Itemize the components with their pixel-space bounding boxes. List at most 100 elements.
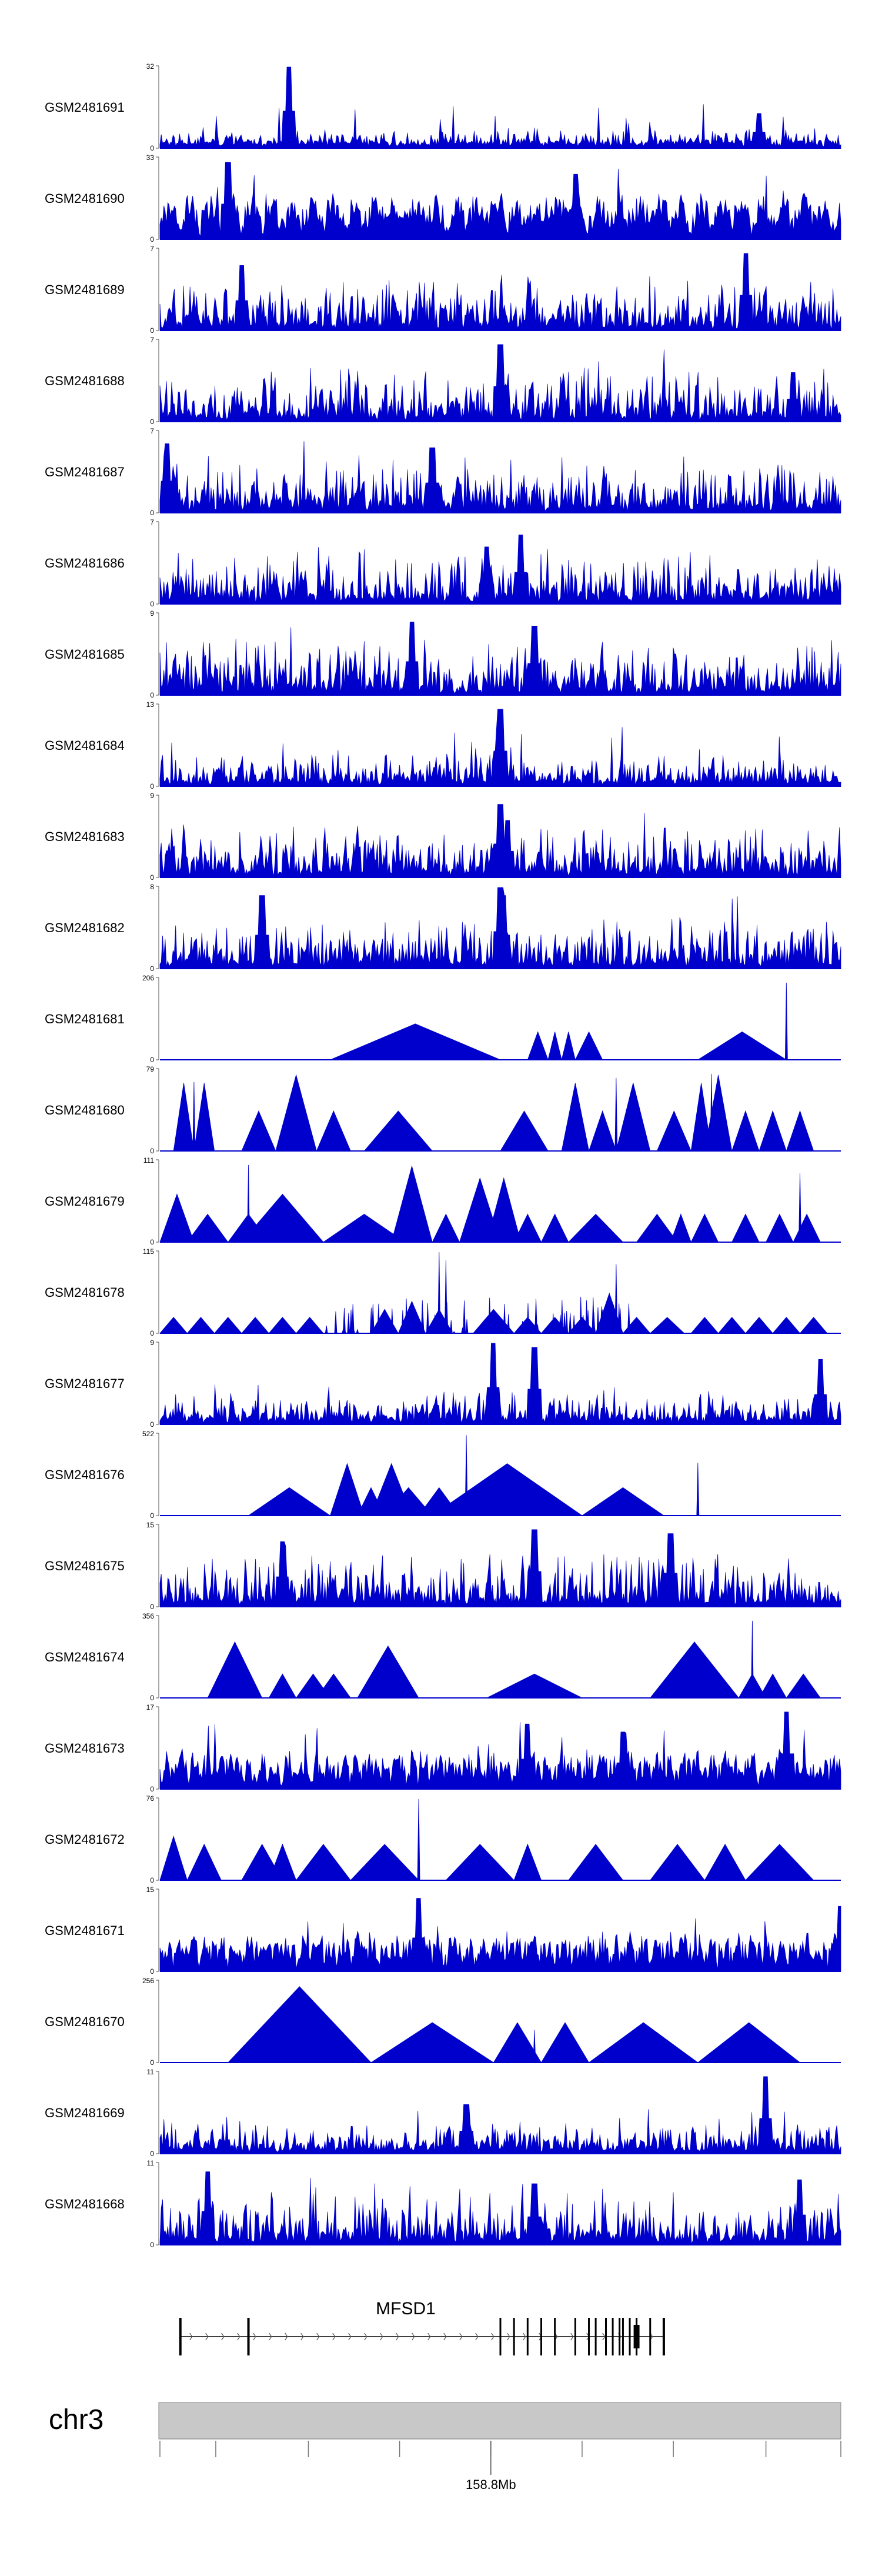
y-min-label: 0 — [150, 2150, 154, 2158]
gene-exon — [662, 2318, 665, 2355]
strand-arrow — [396, 2333, 399, 2341]
track-GSM2481682: GSM2481682 8 0 — [45, 883, 841, 973]
gene-exon — [499, 2318, 502, 2355]
y-min-label: 0 — [150, 873, 154, 882]
sample-label: GSM2481674 — [45, 1650, 125, 1664]
chromosome-band — [158, 2402, 841, 2440]
track-GSM2481668: GSM2481668 11 0 — [45, 2159, 841, 2249]
y-min-label: 0 — [150, 1876, 154, 1884]
y-min-label: 0 — [150, 418, 154, 426]
gene-exon — [526, 2318, 529, 2355]
y-min-label: 0 — [150, 2241, 154, 2249]
sample-label: GSM2481669 — [45, 2105, 125, 2120]
y-min-label: 0 — [150, 1967, 154, 1976]
y-max-label: 115 — [143, 1247, 154, 1256]
gene-exon — [622, 2318, 624, 2355]
coverage-area — [173, 1073, 814, 1152]
y-max-label: 356 — [142, 1612, 154, 1620]
sample-label: GSM2481683 — [45, 829, 125, 844]
y-max-label: 522 — [142, 1430, 154, 1438]
y-min-label: 0 — [150, 1147, 154, 1155]
y-max-label: 79 — [146, 1065, 155, 1073]
coverage-area — [159, 1252, 828, 1334]
y-min-label: 0 — [150, 2058, 154, 2067]
track-GSM2481687: GSM2481687 7 0 — [45, 427, 841, 517]
y-min-label: 0 — [150, 326, 154, 335]
sample-label: GSM2481687 — [45, 465, 125, 479]
strand-arrow — [491, 2333, 495, 2341]
strand-arrow — [269, 2333, 272, 2341]
y-max-label: 7 — [150, 245, 154, 253]
coverage-area — [159, 1798, 814, 1881]
y-max-label: 256 — [142, 1977, 154, 1985]
coverage-tracks: GSM2481691320GSM2481690330GSM248168970GS… — [45, 62, 841, 2249]
sample-label: GSM2481686 — [45, 556, 125, 570]
coverage-area — [159, 162, 841, 240]
y-min-label: 0 — [150, 1329, 154, 1337]
coverage-area — [159, 709, 841, 787]
coverage-area — [159, 1529, 841, 1607]
sample-label: GSM2481677 — [45, 1376, 125, 1391]
coverage-area — [159, 441, 841, 513]
gene-exon — [513, 2318, 515, 2355]
gene-exon — [629, 2318, 631, 2355]
track-GSM2481673: GSM2481673 17 0 — [45, 1703, 841, 1793]
y-min-label: 0 — [150, 509, 154, 517]
strand-arrow — [427, 2333, 431, 2341]
y-min-label: 0 — [150, 1785, 154, 1793]
chromosome-ideogram: chr3 158.8Mb — [49, 2402, 841, 2492]
strand-arrow — [300, 2333, 304, 2341]
y-max-label: 206 — [142, 974, 154, 982]
sample-label: GSM2481690 — [45, 191, 125, 206]
coverage-area — [159, 535, 841, 605]
coverage-area — [207, 1620, 821, 1699]
y-max-label: 33 — [146, 154, 155, 162]
sample-label: GSM2481668 — [45, 2197, 125, 2211]
track-GSM2481680: GSM2481680 79 0 — [45, 1065, 841, 1155]
strand-arrow — [332, 2333, 336, 2341]
coverage-area — [159, 1343, 841, 1425]
gene-exon — [540, 2318, 542, 2355]
track-GSM2481685: GSM2481685 9 0 — [45, 609, 841, 699]
track-GSM2481669: GSM2481669 11 0 — [45, 2068, 841, 2158]
y-min-label: 0 — [150, 1603, 154, 1611]
y-max-label: 15 — [146, 1886, 155, 1894]
strand-arrow — [348, 2333, 352, 2341]
chromosome-name-label: chr3 — [49, 2404, 103, 2435]
y-max-label: 13 — [146, 700, 155, 709]
sample-label: GSM2481671 — [45, 1923, 125, 1938]
coverage-area — [159, 2076, 841, 2154]
sample-label: GSM2481681 — [45, 1012, 125, 1026]
y-min-label: 0 — [150, 144, 154, 152]
gene-track: MFSD1 — [179, 2299, 665, 2355]
sample-label: GSM2481680 — [45, 1103, 125, 1117]
coverage-area — [330, 982, 788, 1060]
y-max-label: 76 — [146, 1794, 155, 1803]
coverage-area — [159, 344, 841, 422]
y-max-label: 7 — [150, 336, 154, 344]
gene-exon — [604, 2318, 607, 2355]
gene-exon — [619, 2318, 621, 2355]
gene-exon — [554, 2318, 556, 2355]
coverage-area — [159, 804, 841, 878]
gene-exon — [594, 2318, 597, 2355]
sample-label: GSM2481672 — [45, 1832, 125, 1847]
coverage-area — [159, 622, 841, 696]
sample-label: GSM2481679 — [45, 1194, 125, 1209]
y-min-label: 0 — [150, 1238, 154, 1246]
gene-exon — [649, 2318, 652, 2355]
strand-arrow — [475, 2333, 479, 2341]
y-max-label: 9 — [150, 792, 154, 800]
y-max-label: 11 — [147, 2068, 155, 2076]
y-max-label: 9 — [150, 1339, 154, 1347]
track-GSM2481679: GSM2481679 111 0 — [45, 1156, 841, 1246]
strand-arrow — [285, 2333, 288, 2341]
gene-exon — [179, 2318, 182, 2355]
y-max-label: 32 — [146, 62, 155, 71]
strand-arrow — [253, 2333, 256, 2341]
chromosome-position-label: 158.8Mb — [466, 2477, 516, 2492]
sample-label: GSM2481685 — [45, 647, 125, 662]
strand-arrow — [412, 2333, 415, 2341]
y-max-label: 7 — [150, 427, 154, 435]
